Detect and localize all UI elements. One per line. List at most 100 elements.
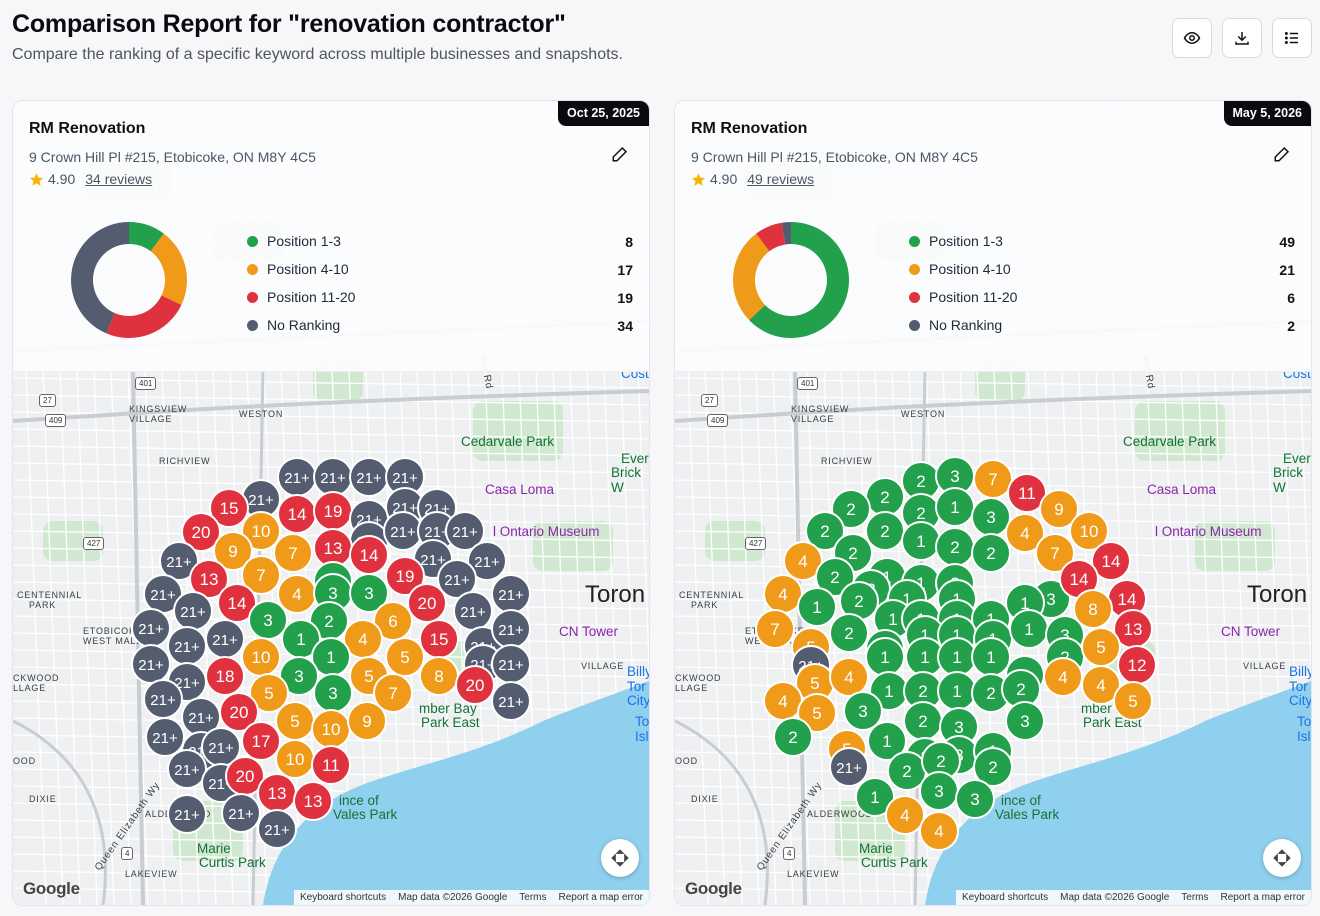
- rank-marker[interactable]: 7: [1035, 533, 1075, 573]
- rank-marker[interactable]: 4: [1081, 665, 1121, 705]
- rank-marker[interactable]: 4: [1043, 657, 1083, 697]
- donut-slice[interactable]: [129, 222, 164, 252]
- donut-slice[interactable]: [749, 222, 849, 338]
- rank-marker[interactable]: 10: [275, 739, 315, 779]
- rank-marker[interactable]: 5: [797, 693, 837, 733]
- rank-marker[interactable]: 3: [939, 707, 979, 747]
- rank-marker[interactable]: 2: [815, 557, 855, 597]
- rank-marker[interactable]: 7: [373, 673, 413, 713]
- donut-slice[interactable]: [781, 222, 791, 245]
- reviews-link[interactable]: 34 reviews: [85, 171, 153, 187]
- rank-marker[interactable]: 13: [189, 559, 229, 599]
- rank-marker[interactable]: 4: [1005, 513, 1045, 553]
- rank-marker[interactable]: 7: [755, 609, 795, 649]
- rank-marker[interactable]: 13: [1113, 609, 1153, 649]
- donut-slice[interactable]: [733, 233, 770, 321]
- view-button[interactable]: [1172, 18, 1212, 58]
- rank-marker[interactable]: 21+: [205, 619, 245, 659]
- rank-marker[interactable]: 2: [865, 477, 905, 517]
- rank-marker[interactable]: 11: [311, 745, 351, 785]
- rank-marker[interactable]: 6: [373, 601, 413, 641]
- list-button[interactable]: [1272, 18, 1312, 58]
- donut-slice[interactable]: [106, 295, 182, 338]
- rank-marker[interactable]: 1: [937, 671, 977, 711]
- rank-marker[interactable]: 2: [805, 511, 845, 551]
- rank-marker[interactable]: 1: [867, 721, 907, 761]
- rank-marker[interactable]: 21+: [385, 457, 425, 497]
- terms-link[interactable]: Terms: [519, 892, 547, 903]
- report-map-error-link[interactable]: Report a map error: [1220, 892, 1305, 903]
- rank-marker[interactable]: 3: [1005, 701, 1045, 741]
- rank-marker[interactable]: 2: [973, 747, 1013, 787]
- rank-marker[interactable]: 8: [1073, 589, 1113, 629]
- rank-marker[interactable]: 21+: [277, 457, 317, 497]
- donut-slice[interactable]: [71, 222, 129, 334]
- rank-marker[interactable]: 5: [249, 673, 289, 713]
- rank-marker[interactable]: 20: [455, 665, 495, 705]
- donut-slice[interactable]: [756, 222, 786, 252]
- rank-marker[interactable]: 8: [419, 656, 459, 696]
- rank-marker[interactable]: 1: [797, 587, 837, 627]
- rank-marker[interactable]: 1: [971, 637, 1011, 677]
- rank-marker[interactable]: 21+: [453, 591, 493, 631]
- rank-marker[interactable]: 21+: [143, 679, 183, 719]
- rank-marker[interactable]: 21+: [159, 541, 199, 581]
- rank-marker[interactable]: 5: [1081, 627, 1121, 667]
- rank-marker[interactable]: 21+: [491, 681, 531, 721]
- rank-marker[interactable]: 4: [783, 541, 823, 581]
- rank-marker[interactable]: 20: [407, 583, 447, 623]
- rank-marker[interactable]: 3: [919, 771, 959, 811]
- rank-marker[interactable]: 19: [385, 556, 425, 596]
- download-button[interactable]: [1222, 18, 1262, 58]
- edit-button[interactable]: [1271, 143, 1293, 165]
- rank-marker[interactable]: 21+: [131, 608, 171, 648]
- rank-marker[interactable]: 10: [241, 637, 281, 677]
- rank-marker[interactable]: 2: [935, 527, 975, 567]
- rank-marker[interactable]: 14: [349, 535, 389, 575]
- rank-marker[interactable]: 2: [831, 489, 871, 529]
- rank-marker[interactable]: 1: [1009, 609, 1049, 649]
- rank-marker[interactable]: 15: [209, 488, 249, 528]
- rank-marker[interactable]: 21+: [491, 609, 531, 649]
- rank-marker[interactable]: 21+: [313, 457, 353, 497]
- rank-marker[interactable]: 13: [257, 773, 297, 813]
- rank-marker[interactable]: 5: [275, 701, 315, 741]
- reviews-link[interactable]: 49 reviews: [747, 171, 815, 187]
- terms-link[interactable]: Terms: [1181, 892, 1209, 903]
- rank-marker[interactable]: 20: [219, 692, 259, 732]
- rank-marker[interactable]: 21+: [349, 457, 389, 497]
- rank-marker[interactable]: 2: [829, 613, 869, 653]
- rank-marker[interactable]: 18: [205, 656, 245, 696]
- rank-marker[interactable]: 5: [385, 637, 425, 677]
- rank-marker[interactable]: 4: [277, 574, 317, 614]
- rank-marker[interactable]: 21+: [181, 697, 221, 737]
- rank-marker[interactable]: 1: [901, 521, 941, 561]
- rank-marker[interactable]: 3: [843, 691, 883, 731]
- rank-marker[interactable]: 21+: [145, 717, 185, 757]
- rank-marker[interactable]: 21+: [201, 727, 241, 767]
- rank-marker[interactable]: 2: [865, 511, 905, 551]
- rank-marker[interactable]: 3: [971, 497, 1011, 537]
- rank-marker[interactable]: 20: [225, 756, 265, 796]
- rank-marker[interactable]: 15: [419, 619, 459, 659]
- rank-marker[interactable]: 14: [277, 494, 317, 534]
- rank-marker[interactable]: 21+: [167, 626, 207, 666]
- rank-marker[interactable]: 4: [919, 811, 959, 851]
- rank-marker[interactable]: 21+: [491, 574, 531, 614]
- donut-slice[interactable]: [150, 233, 188, 305]
- rank-marker[interactable]: 7: [973, 459, 1013, 499]
- rank-marker[interactable]: 19: [313, 491, 353, 531]
- rank-marker[interactable]: 20: [181, 512, 221, 552]
- map-fullscreen-button[interactable]: [1263, 839, 1301, 877]
- rank-marker[interactable]: 4: [763, 574, 803, 614]
- rank-marker[interactable]: 14: [1091, 541, 1131, 581]
- keyboard-shortcuts-link[interactable]: Keyboard shortcuts: [299, 892, 387, 903]
- rank-marker[interactable]: 21+: [143, 574, 183, 614]
- rank-marker[interactable]: 21+: [221, 793, 261, 833]
- rank-marker[interactable]: 4: [829, 657, 869, 697]
- rank-marker[interactable]: 1: [935, 487, 975, 527]
- rank-marker[interactable]: 21+: [467, 541, 507, 581]
- rank-marker[interactable]: 2: [773, 717, 813, 757]
- rank-marker[interactable]: 1: [855, 777, 895, 817]
- rank-marker[interactable]: 9: [347, 701, 387, 741]
